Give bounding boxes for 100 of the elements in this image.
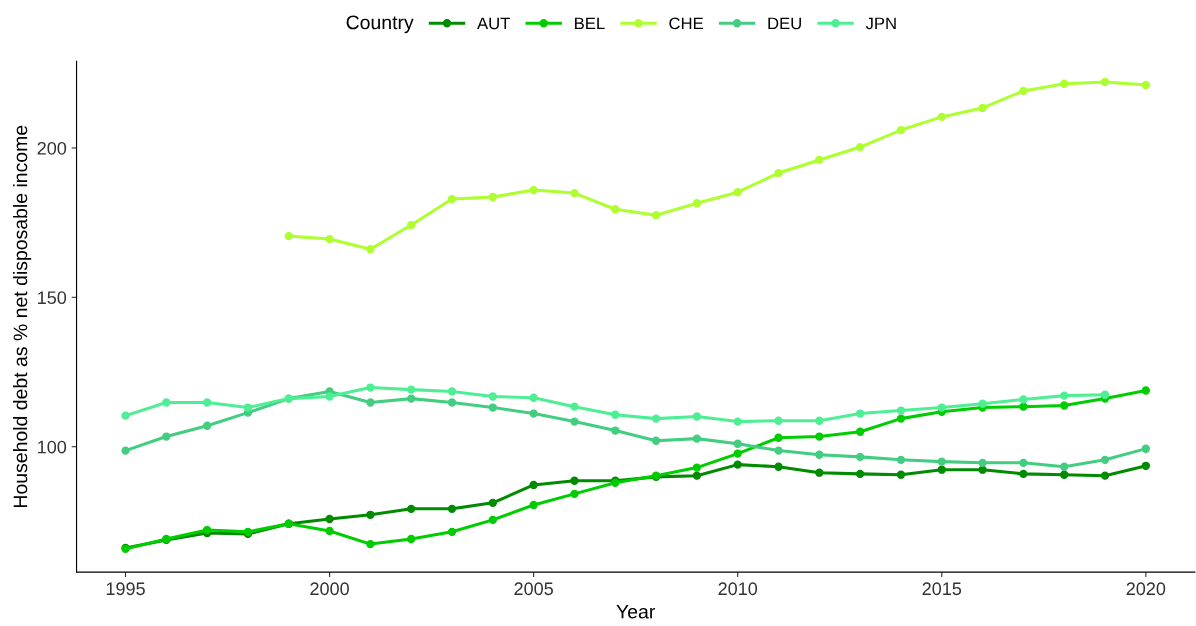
- point: [855, 409, 865, 418]
- point: [284, 231, 293, 241]
- x-tick-label: 2010: [718, 582, 758, 596]
- point: [937, 112, 946, 122]
- legend-title: Country: [346, 15, 414, 34]
- point: [733, 417, 742, 426]
- point: [447, 387, 457, 396]
- point: [570, 188, 579, 198]
- point: [815, 432, 824, 441]
- x-tick-label: 2015: [922, 582, 962, 596]
- point: [366, 245, 375, 254]
- point: [447, 194, 457, 204]
- point: [407, 534, 416, 544]
- point: [815, 416, 824, 425]
- x-axis-title: Year: [616, 604, 655, 619]
- point: [570, 417, 579, 426]
- point: [611, 426, 620, 435]
- point: [896, 470, 906, 479]
- x-tick-label: 2020: [1126, 582, 1166, 596]
- legend-label: DEU: [768, 17, 801, 30]
- point: [1060, 401, 1069, 410]
- point: [162, 432, 171, 441]
- point: [774, 433, 783, 442]
- point: [978, 465, 987, 474]
- point: [1141, 386, 1150, 395]
- point: [1141, 461, 1150, 470]
- x-tick-label: 1995: [106, 582, 145, 596]
- point: [407, 220, 416, 230]
- x-tick-label: 2000: [310, 582, 349, 596]
- point: [1100, 455, 1110, 465]
- point: [407, 394, 416, 403]
- point: [815, 155, 824, 165]
- point: [978, 399, 987, 408]
- point: [651, 436, 661, 445]
- point: [855, 452, 865, 462]
- point: [1019, 395, 1028, 404]
- point: [978, 458, 987, 467]
- point: [896, 406, 906, 415]
- point: [651, 211, 661, 220]
- x-tick-label: 2005: [514, 582, 553, 596]
- point: [937, 457, 946, 466]
- point: [692, 463, 702, 472]
- point: [1060, 462, 1069, 471]
- point: [529, 185, 538, 195]
- y-tick-label: 100: [38, 440, 67, 454]
- point: [447, 504, 457, 514]
- y-tick-label: 150: [38, 291, 67, 305]
- point: [1019, 458, 1028, 467]
- point: [488, 515, 497, 525]
- point: [774, 416, 783, 425]
- point: [815, 450, 824, 459]
- point: [407, 385, 416, 394]
- point: [733, 449, 742, 458]
- point: [488, 392, 497, 401]
- point: [692, 434, 702, 443]
- point: [1060, 470, 1069, 479]
- point: [692, 412, 702, 421]
- y-tick-label: 200: [37, 141, 67, 155]
- point: [855, 142, 865, 152]
- point: [529, 500, 538, 510]
- point: [815, 468, 824, 477]
- legend-label: BEL: [575, 17, 605, 30]
- point: [692, 471, 702, 480]
- point: [774, 462, 783, 471]
- point: [1019, 86, 1028, 96]
- point: [366, 398, 375, 407]
- point: [488, 403, 497, 412]
- legend-label: CHE: [669, 17, 703, 30]
- point: [570, 476, 579, 485]
- point: [1100, 77, 1110, 87]
- point: [733, 439, 742, 448]
- point: [733, 460, 742, 469]
- point: [447, 527, 457, 537]
- point: [692, 199, 702, 208]
- point: [855, 427, 865, 436]
- point: [366, 539, 375, 549]
- point: [611, 410, 620, 419]
- point: [407, 504, 416, 514]
- point: [651, 414, 661, 423]
- point: [1100, 471, 1110, 480]
- point: [488, 498, 497, 508]
- point: [855, 469, 865, 479]
- point: [978, 103, 987, 113]
- point: [896, 455, 906, 465]
- point: [121, 446, 130, 455]
- point: [325, 392, 334, 401]
- point: [529, 409, 538, 418]
- legend-label: JPN: [865, 17, 896, 30]
- point: [570, 402, 579, 411]
- legend-label: AUT: [477, 17, 510, 30]
- point: [570, 489, 579, 499]
- point: [202, 398, 212, 407]
- point: [325, 234, 334, 244]
- point: [896, 414, 906, 423]
- point: [774, 168, 783, 178]
- point: [937, 465, 946, 474]
- point: [529, 393, 538, 402]
- point: [447, 398, 457, 407]
- point: [896, 125, 906, 135]
- point: [611, 205, 620, 214]
